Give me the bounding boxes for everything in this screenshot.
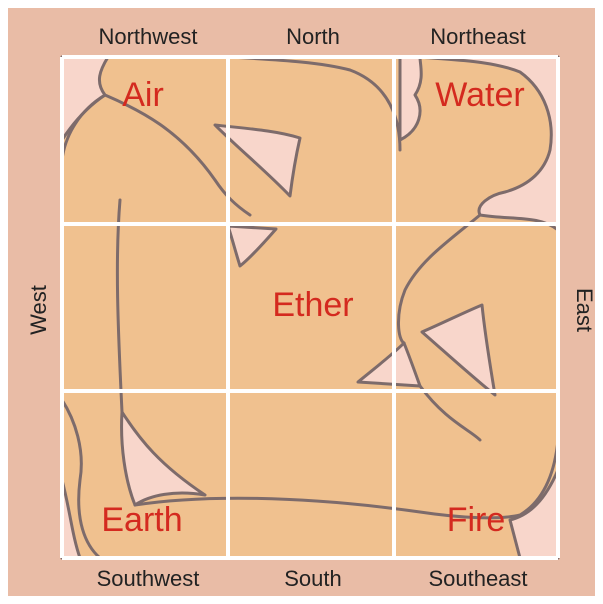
element-label: Earth xyxy=(101,501,182,539)
direction-label: South xyxy=(284,566,342,591)
direction-label: Northwest xyxy=(98,24,197,49)
element-label: Ether xyxy=(272,286,353,324)
direction-label: Southwest xyxy=(97,566,200,591)
element-label: Air xyxy=(122,76,164,114)
direction-label: West xyxy=(26,285,51,335)
direction-label: Southeast xyxy=(428,566,527,591)
element-label: Water xyxy=(435,76,524,114)
element-label: Fire xyxy=(447,501,506,539)
direction-label: East xyxy=(572,288,597,332)
vastu-mandala: Northwest North Northeast Southwest Sout… xyxy=(0,0,603,604)
direction-label: Northeast xyxy=(430,24,525,49)
direction-label: North xyxy=(286,24,340,49)
